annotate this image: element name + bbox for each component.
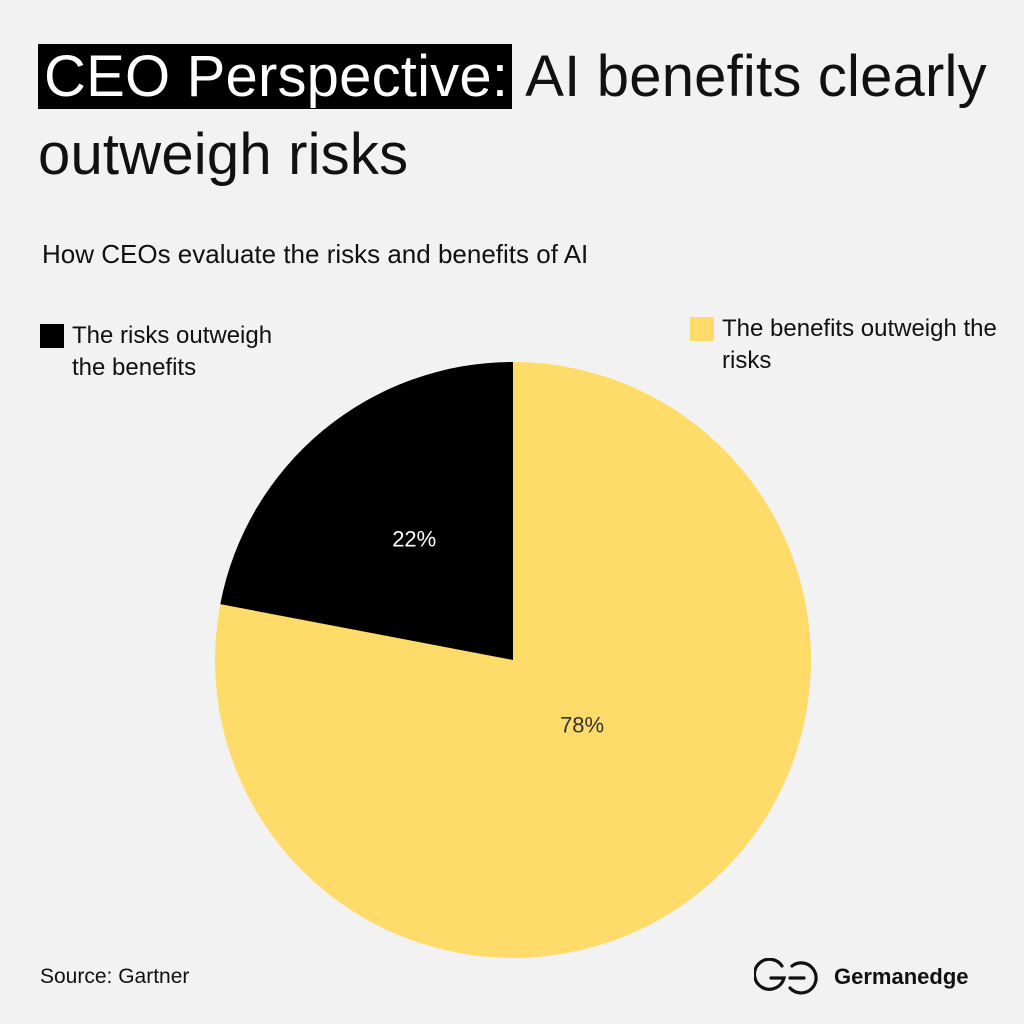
legend-item-benefits: The benefits outweigh the risks: [690, 313, 1022, 377]
pie-slice-risks: [220, 362, 514, 660]
legend-swatch-risks: [40, 324, 64, 348]
page-title: CEO Perspective: AI benefits clearly out…: [38, 38, 998, 194]
source-note: Source: Gartner: [40, 965, 190, 988]
legend-swatch-benefits: [690, 317, 714, 341]
title-highlight: CEO Perspective:: [38, 44, 513, 109]
legend-label-benefits: The benefits outweigh the risks: [722, 315, 997, 374]
brand-name: Germanedge: [834, 964, 969, 989]
germanedge-logo-icon: [754, 958, 818, 995]
chart-subtitle: How CEOs evaluate the risks and benefits…: [42, 239, 589, 269]
legend-item-risks: The risks outweigh the benefits: [40, 320, 312, 384]
legend-label-risks: The risks outweigh the benefits: [72, 322, 273, 381]
brand: Germanedge: [754, 958, 969, 996]
title-rest: AI benefits clearly outweigh risks: [38, 44, 987, 187]
pie-label-risks: 22%: [392, 526, 436, 551]
pie-label-benefits: 78%: [560, 712, 604, 737]
